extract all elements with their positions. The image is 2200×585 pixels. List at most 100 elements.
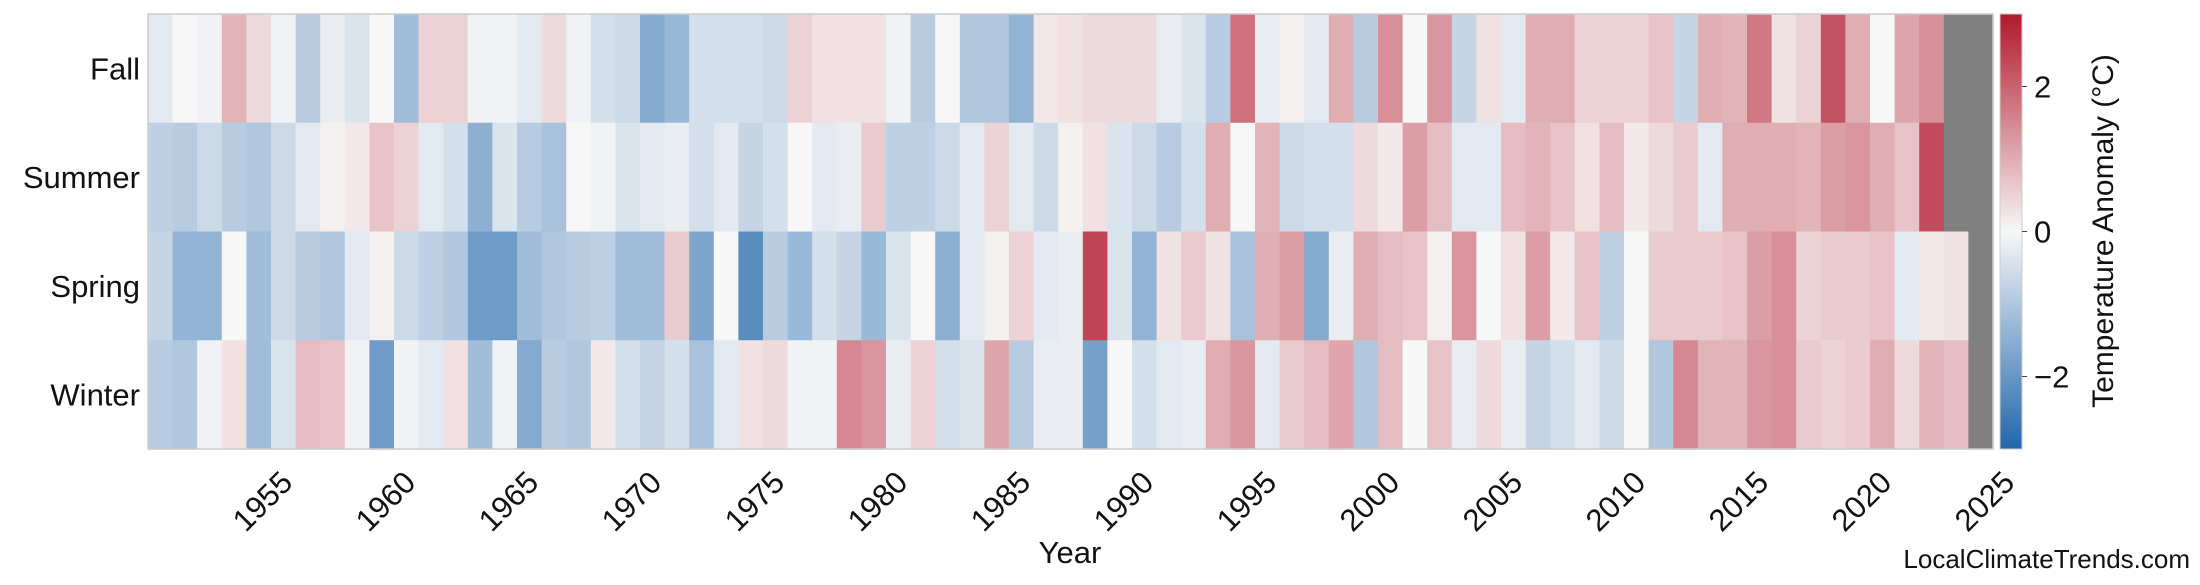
heatmap-cell-winter-1963 [443, 340, 469, 450]
heatmap-cell-spring-1957 [295, 231, 321, 341]
heatmap-cell-winter-1987 [1033, 340, 1059, 450]
colorbar-tick-label: 2 [2034, 70, 2051, 105]
heatmap-cell-summer-2013 [1673, 122, 1699, 233]
heatmap-cell-summer-1984 [959, 122, 985, 233]
heatmap-cell-summer-1992 [1156, 122, 1182, 233]
heatmap-cell-summer-2003 [1427, 122, 1453, 233]
heatmap-cell-summer-2018 [1796, 122, 1822, 233]
heatmap-cell-spring-1981 [886, 231, 912, 341]
x-tick-2025: 2025 [1948, 465, 2022, 539]
heatmap-cell-spring-2014 [1697, 231, 1723, 341]
x-tick-1955: 1955 [226, 465, 300, 539]
season-labels: Fall Summer Spring Winter [23, 51, 140, 412]
heatmap-cell-winter-1975 [738, 340, 764, 450]
heatmap-cell-spring-1974 [713, 231, 739, 341]
heatmap-cell-summer-2025 [1968, 122, 1994, 233]
heatmap-cell-fall-1980 [861, 14, 887, 124]
heatmap-cell-fall-1979 [836, 14, 862, 124]
heatmap-cell-fall-2018 [1796, 14, 1822, 124]
heatmap-cell-summer-2016 [1747, 122, 1773, 233]
heatmap-cell-summer-2009 [1574, 122, 1600, 233]
heatmap-cell-fall-1992 [1156, 14, 1182, 124]
heatmap-cell-summer-1953 [197, 122, 223, 233]
heatmap-cell-winter-1965 [492, 340, 518, 450]
heatmap-cell-spring-1993 [1181, 231, 1207, 341]
heatmap-cell-spring-1990 [1107, 231, 1133, 341]
heatmap-cell-summer-1998 [1304, 122, 1330, 233]
x-tick-2020: 2020 [1825, 465, 1899, 539]
heatmap-cell-spring-2001 [1378, 231, 1404, 341]
heatmap-cell-fall-1967 [541, 14, 567, 124]
heatmap-cell-spring-1978 [812, 231, 838, 341]
heatmap-cell-fall-1959 [344, 14, 370, 124]
x-tick-1990: 1990 [1087, 465, 1161, 539]
heatmap-cell-spring-1991 [1132, 231, 1158, 341]
heatmap-cell-spring-2025 [1968, 231, 1994, 341]
heatmap-cell-winter-1962 [418, 340, 444, 450]
heatmap-cell-summer-2000 [1353, 122, 1379, 233]
heatmap-cell-spring-2020 [1845, 231, 1871, 341]
heatmap-cell-spring-1953 [197, 231, 223, 341]
heatmap-cell-spring-1961 [394, 231, 420, 341]
row-label-summer: Summer [23, 160, 140, 195]
heatmap-cell-spring-1969 [590, 231, 616, 341]
heatmap-cell-winter-1961 [394, 340, 420, 450]
heatmap-cell-summer-2024 [1943, 122, 1969, 233]
heatmap-cell-summer-1970 [615, 122, 641, 233]
heatmap-cell-summer-2021 [1870, 122, 1896, 233]
heatmap-cell-winter-1984 [959, 340, 985, 450]
heatmap-cell-winter-2003 [1427, 340, 1453, 450]
heatmap-cell-winter-1964 [467, 340, 493, 450]
heatmap-cell-winter-2006 [1501, 340, 1527, 450]
heatmap-cell-winter-1980 [861, 340, 887, 450]
heatmap-cell-fall-1974 [713, 14, 739, 124]
heatmap-cell-winter-2018 [1796, 340, 1822, 450]
heatmap-cell-spring-1958 [320, 231, 346, 341]
heatmap-cell-fall-2025 [1968, 14, 1994, 124]
heatmap-cell-winter-1955 [246, 340, 272, 450]
heatmap-cell-fall-2012 [1648, 14, 1674, 124]
heatmap-cell-fall-1997 [1279, 14, 1305, 124]
heatmap-cell-winter-1998 [1304, 340, 1330, 450]
heatmap-cell-winter-1971 [640, 340, 666, 450]
heatmap-cell-summer-2015 [1722, 122, 1748, 233]
heatmap-cell-summer-2022 [1894, 122, 1920, 233]
heatmap-cell-winter-2004 [1451, 340, 1477, 450]
heatmap-cell-spring-1951 [148, 231, 174, 341]
heatmap-cell-winter-1959 [344, 340, 370, 450]
heatmap-cell-winter-1966 [517, 340, 543, 450]
site-watermark: LocalClimateTrends.com [1903, 544, 2190, 574]
heatmap-cell-spring-1996 [1255, 231, 1281, 341]
heatmap-cell-summer-2019 [1820, 122, 1846, 233]
heatmap-cell-summer-1965 [492, 122, 518, 233]
heatmap-cell-summer-2007 [1525, 122, 1551, 233]
heatmap-cell-summer-2005 [1476, 122, 1502, 233]
heatmap-cell-fall-1978 [812, 14, 838, 124]
heatmap-cell-winter-1960 [369, 340, 395, 450]
heatmap-cell-summer-2014 [1697, 122, 1723, 233]
heatmap-cell-fall-1976 [763, 14, 789, 124]
heatmap-cell-summer-1991 [1132, 122, 1158, 233]
year-tick-labels: 1955 1960 1965 1970 1975 1980 1985 1990 1995 2000… [226, 465, 2022, 539]
heatmap-cell-summer-2008 [1550, 122, 1576, 233]
heatmap-cell-spring-1994 [1205, 231, 1231, 341]
heatmap-cell-fall-2007 [1525, 14, 1551, 124]
heatmap-cell-winter-1972 [664, 340, 690, 450]
heatmap-cell-fall-1998 [1304, 14, 1330, 124]
heatmap-cell-summer-1979 [836, 122, 862, 233]
heatmap-cell-spring-2019 [1820, 231, 1846, 341]
heatmap-cell-fall-1996 [1255, 14, 1281, 124]
heatmap-cell-spring-1973 [689, 231, 715, 341]
heatmap-cell-winter-1990 [1107, 340, 1133, 450]
heatmap-cell-spring-2004 [1451, 231, 1477, 341]
heatmap-cell-fall-2017 [1771, 14, 1797, 124]
heatmap-cell-winter-2007 [1525, 340, 1551, 450]
heatmap-cell-fall-1966 [517, 14, 543, 124]
heatmap-cell-fall-1990 [1107, 14, 1133, 124]
heatmap-cell-spring-1998 [1304, 231, 1330, 341]
heatmap-cell-fall-2002 [1402, 14, 1428, 124]
heatmap-cell-fall-2024 [1943, 14, 1969, 124]
heatmap-cell-fall-1985 [984, 14, 1010, 124]
heatmap-cell-winter-1992 [1156, 340, 1182, 450]
heatmap-cell-fall-2020 [1845, 14, 1871, 124]
